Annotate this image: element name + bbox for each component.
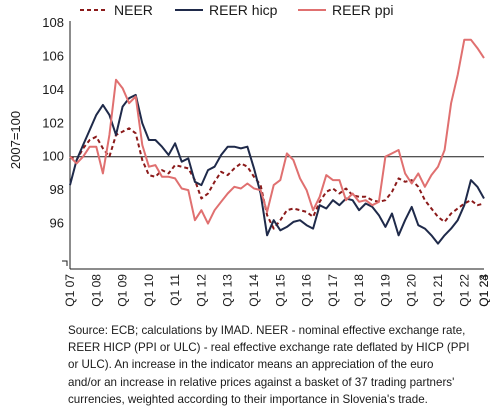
y-tick-label: 100 <box>42 149 64 164</box>
y-tick-label: 98 <box>50 182 64 197</box>
x-tick-label: Q1 20 <box>405 274 419 307</box>
line-chart: 96 98 100 102 104 106 108 2007=100 Q1 07 Q1 08 Q1 … <box>8 2 490 307</box>
x-tick-label: Q1 23 <box>477 274 490 307</box>
y-tick-label: 96 <box>50 216 64 231</box>
x-tick-label: Q1 18 <box>352 274 366 307</box>
x-tick-label: Q1 21 <box>431 274 445 307</box>
x-tick-label: Q1 08 <box>89 274 103 307</box>
y-tick-label: 104 <box>42 82 64 97</box>
legend-label: REER hicp <box>209 2 278 18</box>
x-tick-label: Q1 10 <box>142 274 156 307</box>
source-note: Source: ECB; calculations by IMAD. NEER … <box>68 324 470 406</box>
x-tick-label: Q1 17 <box>326 274 340 307</box>
x-tick-label: Q1 11 <box>168 274 182 306</box>
y-axis-title: 2007=100 <box>8 111 23 169</box>
x-tick-label: Q1 12 <box>194 274 208 307</box>
x-tick-label: Q1 07 <box>63 274 77 307</box>
y-tick-label: 102 <box>42 115 64 130</box>
x-tick-label: Q1 24 <box>477 274 490 307</box>
y-tick-label: 108 <box>42 15 64 30</box>
x-tick-label: Q1 13 <box>221 274 235 307</box>
series-line-reer-ppi <box>69 38 485 225</box>
x-tick-label: Q1 22 <box>457 274 471 307</box>
x-tick-label: Q1 09 <box>116 274 130 307</box>
x-tick-label: Q1 16 <box>300 274 314 307</box>
x-tick-label: Q1 15 <box>273 274 287 307</box>
x-tick-label: Q1 19 <box>378 274 392 307</box>
y-tick-label: 106 <box>42 48 64 63</box>
legend-label: NEER <box>114 2 153 18</box>
series-line-reer-hicp <box>69 93 485 245</box>
axis-break-mark <box>62 260 68 266</box>
legend-label: REER ppi <box>332 2 393 18</box>
x-tick-label: Q1 14 <box>247 274 261 307</box>
